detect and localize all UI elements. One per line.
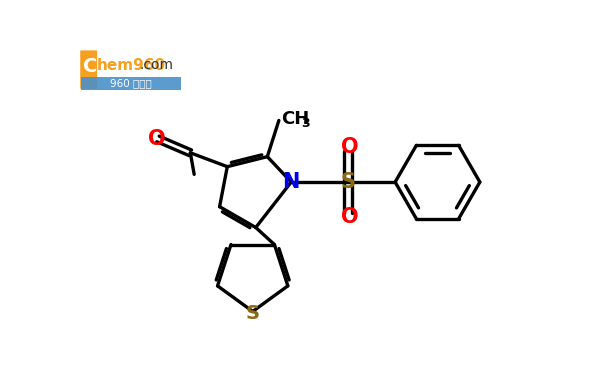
FancyBboxPatch shape [80, 50, 97, 89]
Text: N: N [283, 172, 300, 192]
Text: C: C [82, 57, 97, 76]
Text: O: O [341, 136, 359, 157]
Text: .com: .com [140, 58, 174, 72]
Text: 3: 3 [301, 117, 310, 130]
Text: hem960: hem960 [97, 57, 166, 72]
Text: O: O [341, 207, 359, 228]
Text: S: S [341, 172, 356, 192]
Text: O: O [148, 129, 165, 149]
Text: 960 化工网: 960 化工网 [110, 78, 152, 88]
FancyBboxPatch shape [81, 77, 181, 90]
Text: CH: CH [281, 110, 309, 128]
Text: S: S [246, 304, 260, 323]
